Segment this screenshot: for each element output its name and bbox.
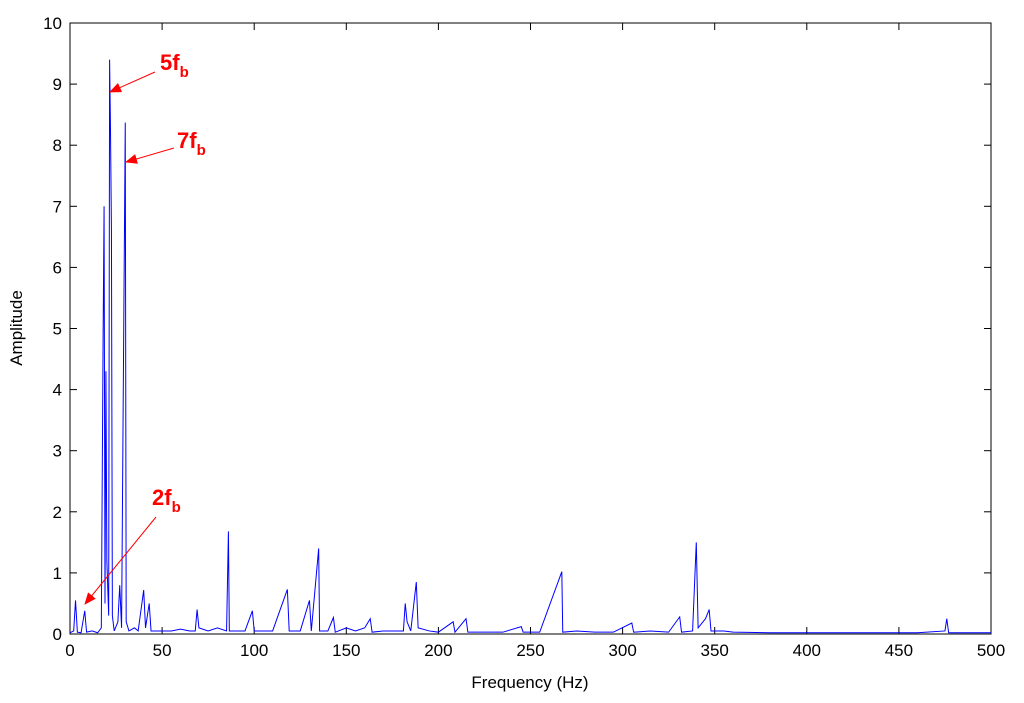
x-tick-label: 300 [608,641,636,660]
x-tick-label: 250 [516,641,544,660]
annotation: 7fb [177,128,206,159]
x-tick-label: 350 [701,641,729,660]
spectrum-line [69,59,991,634]
y-tick-label: 7 [53,197,62,216]
y-tick-label: 2 [53,503,62,522]
annotation: 2fb [152,485,181,516]
y-tick-label: 8 [53,136,62,155]
y-tick-label: 9 [53,75,62,94]
annotation-text: 7f [177,128,197,153]
annotation-text: 5f [160,50,180,75]
y-tick-label: 10 [43,14,62,33]
y-tick-label: 0 [53,625,62,644]
annotation-arrow [84,516,157,605]
x-axis-label: Frequency (Hz) [471,673,588,692]
y-tick-label: 4 [53,381,62,400]
x-tick-label: 150 [332,641,360,660]
x-tick-label: 50 [153,641,172,660]
x-tick-label: 0 [65,641,74,660]
x-tick-label: 100 [240,641,268,660]
x-tick-label: 450 [885,641,913,660]
y-tick-label: 6 [53,258,62,277]
annotation-subscript: b [197,142,206,159]
annotation-arrow [109,71,156,93]
x-tick-label: 400 [793,641,821,660]
y-tick-label: 1 [53,564,62,583]
annotation: 5fb [160,50,189,81]
y-axis-label: Amplitude [7,290,26,366]
y-tick-label: 3 [53,442,62,461]
x-tick-label: 500 [977,641,1005,660]
plot-frame [69,22,992,635]
annotation-subscript: b [180,64,189,81]
annotation-arrow [125,147,175,164]
x-tick-label: 200 [424,641,452,660]
annotation-subscript: b [172,499,181,516]
y-tick-label: 5 [53,320,62,339]
annotation-text: 2f [152,485,172,510]
